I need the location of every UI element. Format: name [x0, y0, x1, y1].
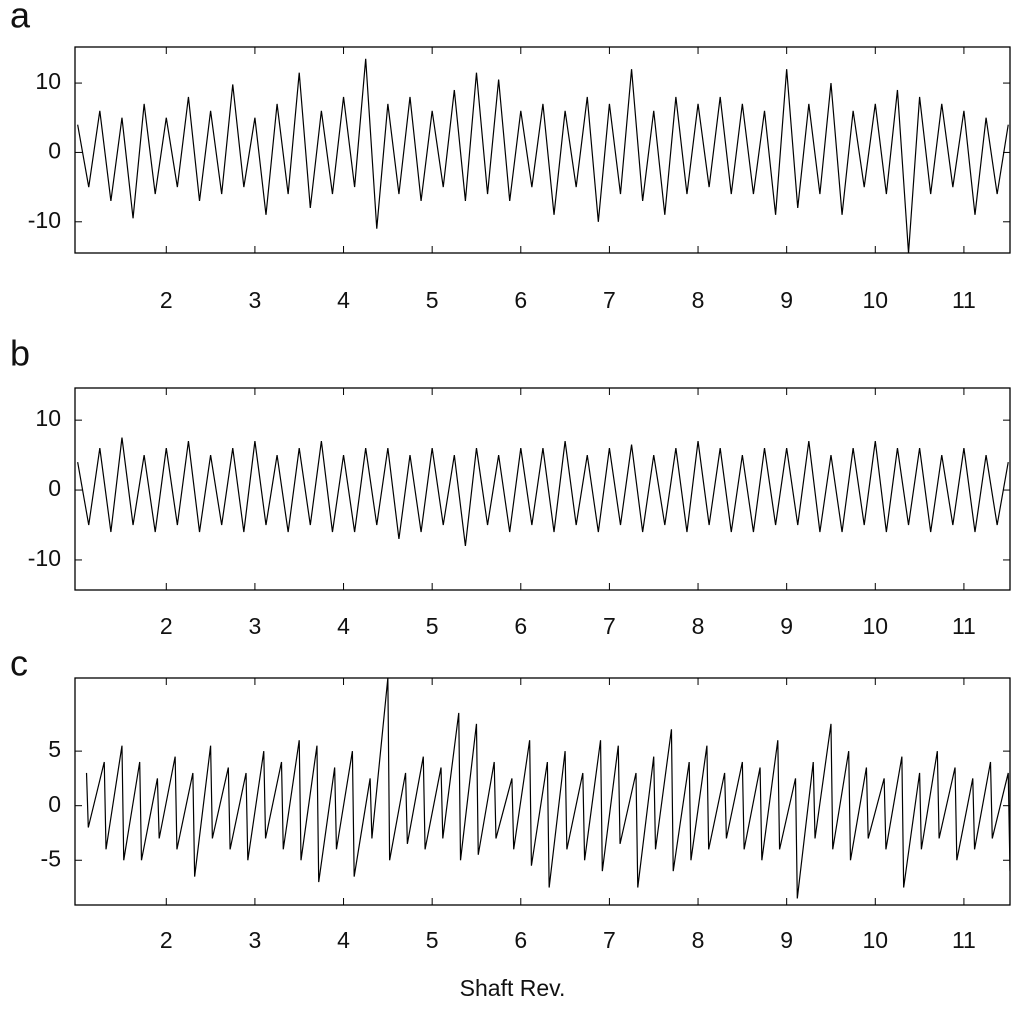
x-tick-label: 8 [692, 927, 705, 953]
panel-label: b [10, 333, 30, 374]
x-tick-label: 9 [780, 613, 793, 639]
y-tick-label: -5 [41, 845, 61, 871]
x-tick-label: 2 [160, 613, 173, 639]
x-tick-label: 9 [780, 287, 793, 313]
x-tick-label: 3 [249, 287, 262, 313]
plot-frame [74, 677, 1011, 906]
x-tick-label: 11 [952, 927, 976, 953]
y-tick-label: 0 [48, 138, 61, 164]
x-tick-label: 5 [426, 927, 439, 953]
x-tick-label: 4 [337, 613, 350, 639]
x-tick-label: 5 [426, 613, 439, 639]
panel-label: c [10, 643, 28, 684]
signal-line [85, 678, 1010, 899]
signal-line [77, 437, 1009, 547]
panel-label: a [10, 0, 31, 36]
y-tick-label: 10 [35, 68, 61, 94]
x-tick-label: 11 [952, 613, 976, 639]
x-tick-label: 2 [160, 287, 173, 313]
y-tick-label: -10 [28, 545, 61, 571]
x-tick-label: 10 [862, 927, 888, 953]
plot-frame [74, 46, 1011, 254]
x-tick-label: 5 [426, 287, 439, 313]
x-tick-label: 7 [603, 287, 616, 313]
x-tick-label: 6 [514, 613, 527, 639]
x-tick-label: 10 [862, 613, 888, 639]
x-tick-label: 11 [952, 287, 976, 313]
x-tick-label: 4 [337, 927, 350, 953]
plot-frame [74, 387, 1011, 591]
x-tick-label: 6 [514, 927, 527, 953]
y-tick-label: 5 [48, 736, 61, 762]
x-tick-label: 9 [780, 927, 793, 953]
x-tick-label: 8 [692, 287, 705, 313]
x-tick-label: 4 [337, 287, 350, 313]
x-tick-label: 7 [603, 927, 616, 953]
y-tick-label: -10 [28, 207, 61, 233]
x-tick-label: 6 [514, 287, 527, 313]
x-axis-label: Shaft Rev. [460, 975, 566, 1001]
x-tick-label: 8 [692, 613, 705, 639]
signal-line [77, 58, 1009, 253]
x-tick-label: 10 [862, 287, 888, 313]
x-tick-label: 3 [249, 927, 262, 953]
x-tick-label: 3 [249, 613, 262, 639]
x-tick-label: 7 [603, 613, 616, 639]
y-tick-label: 0 [48, 791, 61, 817]
y-tick-label: 0 [48, 475, 61, 501]
x-tick-label: 2 [160, 927, 173, 953]
y-tick-label: 10 [35, 405, 61, 431]
